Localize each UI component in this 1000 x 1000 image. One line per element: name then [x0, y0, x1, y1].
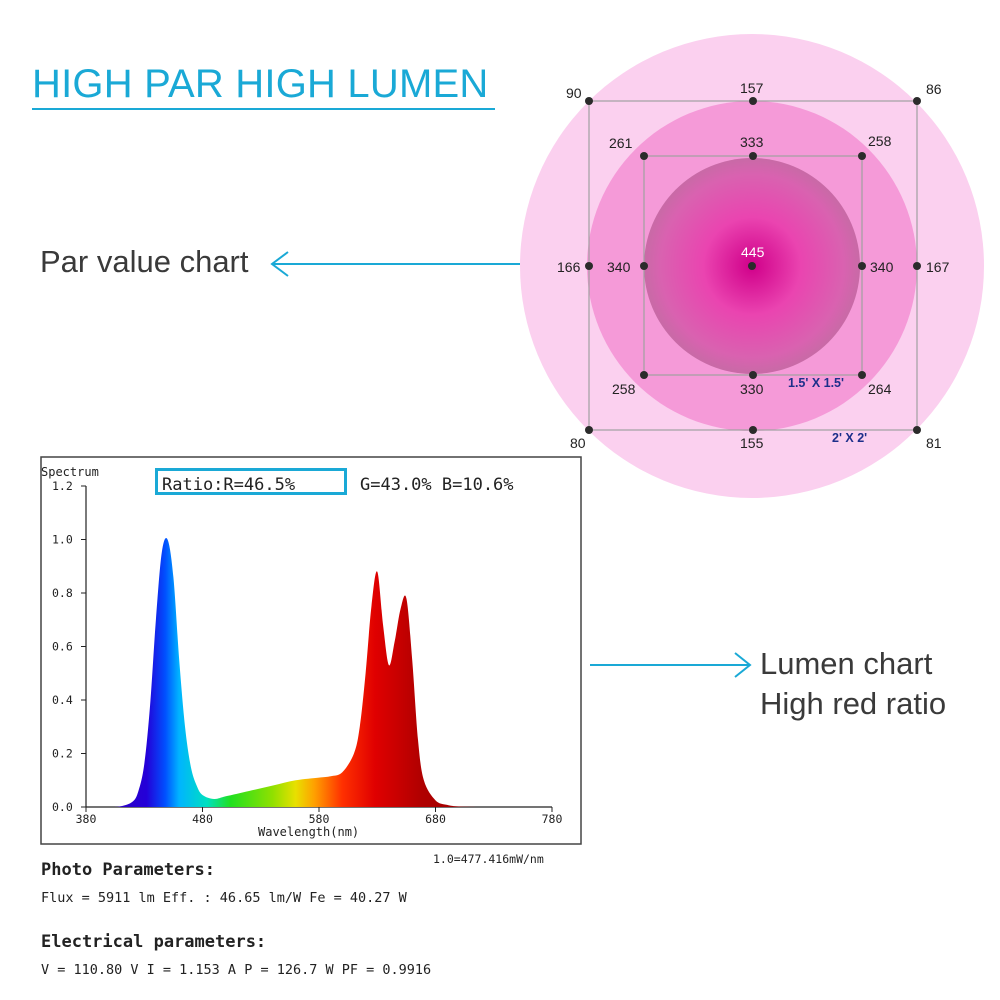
val-outer-br: 81 — [926, 435, 942, 451]
point-center — [748, 262, 756, 270]
val-outer-tl: 90 — [566, 85, 582, 101]
x-ticks: 380 480 580 680 780 — [76, 807, 563, 826]
point-inner-l — [640, 262, 648, 270]
point-outer-br — [913, 426, 921, 434]
point-inner-tr — [858, 152, 866, 160]
chart-title: Spectrum — [41, 465, 99, 479]
x-tick-label: 480 — [192, 812, 213, 826]
val-inner-tr: 258 — [868, 133, 892, 149]
point-inner-b — [749, 371, 757, 379]
x-tick-label: 380 — [76, 812, 97, 826]
y-tick-label: 1.2 — [52, 479, 73, 493]
inner-square-size-label: 1.5' X 1.5' — [788, 376, 844, 390]
val-inner-b: 330 — [740, 381, 764, 397]
electrical-parameters-heading: Electrical parameters: — [41, 932, 267, 952]
x-tick-label: 580 — [309, 812, 330, 826]
ratio-red-label: Ratio:R=46.5% — [162, 475, 295, 495]
par-points — [585, 97, 921, 434]
photo-parameters-heading: Photo Parameters: — [41, 860, 215, 880]
val-inner-t: 333 — [740, 134, 764, 150]
point-outer-t — [749, 97, 757, 105]
point-inner-br — [858, 371, 866, 379]
val-inner-br: 264 — [868, 381, 892, 397]
val-outer-b: 155 — [740, 435, 764, 451]
x-tick-label: 680 — [425, 812, 446, 826]
val-outer-t: 157 — [740, 80, 764, 96]
point-inner-tl — [640, 152, 648, 160]
val-inner-tl: 261 — [609, 135, 633, 151]
point-inner-r — [858, 262, 866, 270]
photo-parameters-line: Flux = 5911 lm Eff. : 46.65 lm/W Fe = 40… — [41, 890, 407, 906]
ratio-green-blue-label: G=43.0% B=10.6% — [360, 475, 514, 495]
headline: HIGH PAR HIGH LUMEN — [32, 62, 489, 106]
x-axis-label: Wavelength(nm) — [258, 825, 359, 839]
point-outer-r — [913, 262, 921, 270]
val-inner-bl: 258 — [612, 381, 636, 397]
point-inner-bl — [640, 371, 648, 379]
y-ticks: 0.0 0.2 0.4 0.6 0.8 1.0 1.2 — [52, 479, 86, 814]
spectrum-area — [86, 538, 552, 807]
x-tick-label: 780 — [542, 812, 563, 826]
val-outer-tr: 86 — [926, 81, 942, 97]
point-outer-b — [749, 426, 757, 434]
val-inner-l: 340 — [607, 259, 631, 275]
y-tick-label: 0.2 — [52, 747, 73, 761]
point-outer-bl — [585, 426, 593, 434]
high-red-ratio-label: High red ratio — [760, 686, 947, 721]
val-outer-r: 167 — [926, 259, 950, 275]
outer-square-size-label: 2' X 2' — [832, 431, 867, 445]
y-tick-label: 0.6 — [52, 640, 73, 654]
lumen-chart-label: Lumen chart — [760, 646, 933, 681]
scale-note: 1.0=477.416mW/nm — [433, 852, 544, 866]
val-outer-l: 166 — [557, 259, 581, 275]
point-outer-tr — [913, 97, 921, 105]
par-arrow-icon — [270, 251, 520, 277]
y-tick-label: 0.4 — [52, 693, 73, 707]
val-outer-bl: 80 — [570, 435, 586, 451]
val-center: 445 — [741, 244, 765, 260]
y-tick-label: 0.0 — [52, 800, 73, 814]
y-tick-label: 1.0 — [52, 533, 73, 547]
ratio-highlight-box — [155, 468, 347, 495]
point-inner-t — [749, 152, 757, 160]
electrical-parameters-line: V = 110.80 V I = 1.153 A P = 126.7 W PF … — [41, 962, 432, 978]
point-outer-l — [585, 262, 593, 270]
point-outer-tl — [585, 97, 593, 105]
headline-underline — [32, 108, 495, 110]
val-inner-r: 340 — [870, 259, 894, 275]
par-value-chart-label: Par value chart — [40, 244, 249, 279]
y-tick-label: 0.8 — [52, 586, 73, 600]
lumen-arrow-icon — [590, 652, 752, 678]
